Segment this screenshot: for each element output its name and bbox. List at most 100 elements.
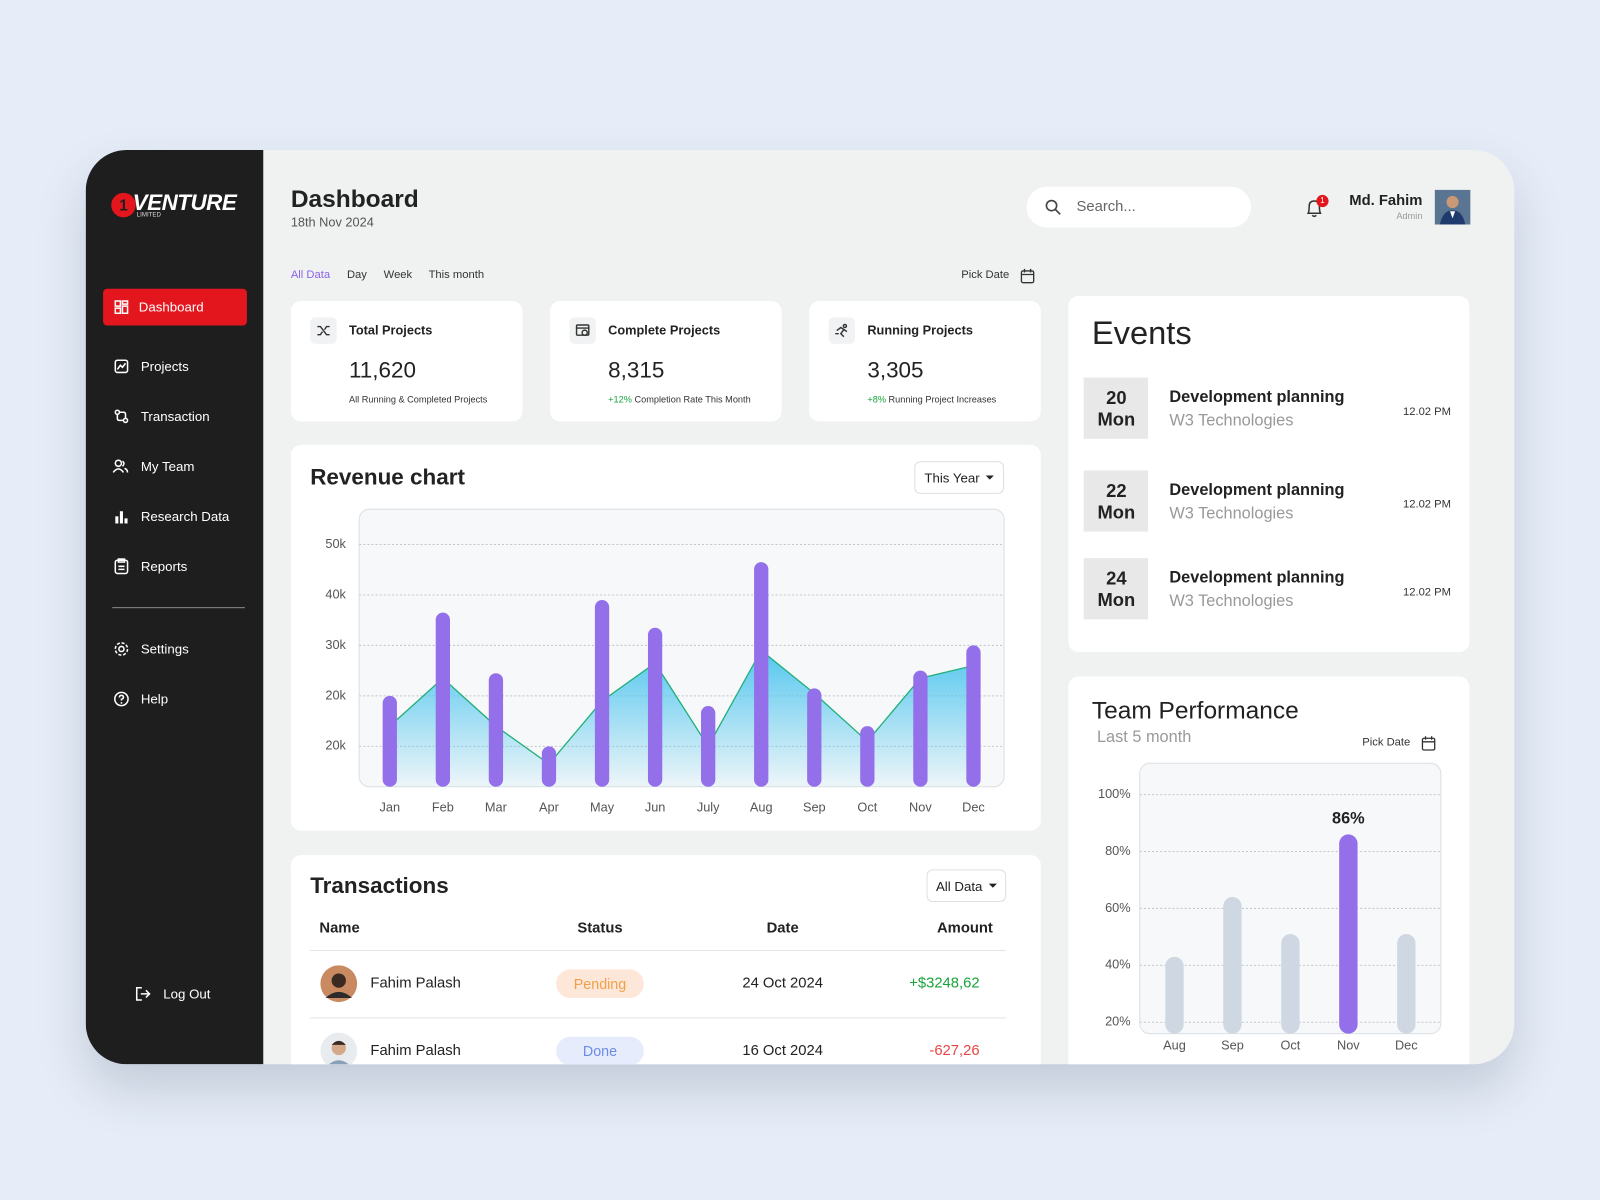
row-divider [310,949,1007,952]
icon-dashboard [114,300,129,315]
icon-transaction [114,409,129,424]
menu-item[interactable]: Transaction [140,408,210,424]
transaction-amount: +$3248,62 [909,975,980,992]
icon-research [115,511,128,524]
x-tick-label: Sep [1221,1037,1244,1052]
row-divider [310,1017,1007,1019]
bar [754,562,769,787]
stat-card: Total Projects 11,620 All Running & Comp… [290,301,523,422]
pick-date[interactable]: Pick Date [1362,736,1411,749]
period-dropdown[interactable]: This Year [914,461,1005,494]
user-avatar[interactable] [1434,189,1471,225]
bar [1165,956,1184,1034]
event-date-box [1083,377,1148,439]
x-tick-label: Jan [380,800,401,815]
filter-tab[interactable]: Day [346,268,367,282]
page-title: Dashboard [290,185,419,214]
status-pill: Done [556,1036,644,1065]
icon-calendar[interactable] [1020,268,1035,284]
menu-item[interactable]: Settings [140,641,189,657]
team-card: Team Performance Last 5 month Pick Date … [1068,676,1470,1065]
icon-calendar[interactable] [1421,736,1436,751]
bar [1397,934,1416,1034]
logo-number: 1 [119,197,128,215]
x-tick-label: Aug [750,800,773,815]
filter-tab[interactable]: All Data [290,268,331,282]
bar [488,673,504,787]
x-tick-label: Nov [909,800,932,815]
x-tick-label: Jun [645,800,666,815]
stat-change: +12% [608,394,632,405]
transaction-date: 24 Oct 2024 [742,975,823,992]
event-company: W3 Technologies [1169,505,1294,523]
stat-change: +8% [867,394,886,405]
event-day: 20 [1106,387,1127,409]
icon-settings [114,642,129,656]
bar [541,746,557,787]
avatar [320,1032,358,1065]
menu-item[interactable]: Projects [140,358,189,374]
event-weekday: Mon [1097,502,1136,523]
sidebar: 1 VENTURE LIMITED Dashboard Projects Tra… [85,149,264,1065]
stat-card: Running Projects 3,305 +8% Running Proje… [809,301,1041,422]
x-tick-label: Dec [1395,1037,1418,1052]
event-weekday: Mon [1097,589,1136,611]
icon-logout [135,986,151,1001]
column-header: Name [319,920,360,937]
icon-bell[interactable] [1305,198,1323,218]
stat-note-row: +8% Running Project Increases [867,395,996,404]
revenue-card: Revenue chart This Year 50k 40k 30k 20k 20k J… [290,444,1041,831]
team-title: Team Performance [1091,696,1299,725]
stat-value: 3,305 [867,357,924,383]
event-weekday: Mon [1097,409,1136,430]
user-role: Admin [1396,210,1423,221]
event-time: 12.02 PM [1402,405,1452,418]
menu-item[interactable]: Help [140,691,169,707]
bar [382,695,397,787]
chart-title: Revenue chart [310,464,465,490]
search-box[interactable] [1026,186,1252,228]
column-header: Status [577,920,623,937]
filter-label: All Data [935,878,983,894]
logout-button[interactable]: Log Out [163,986,211,1002]
bar [647,627,663,787]
stat-value: 11,620 [348,357,416,383]
caret [988,883,997,888]
bar [913,670,928,787]
menu-item[interactable]: Dashboard [138,299,204,315]
icon-reports [114,558,129,575]
y-tick-label: 40k [325,586,346,601]
x-tick-label: July [697,800,720,815]
y-tick-label: 20k [325,687,346,702]
x-tick-label: Oct [1280,1037,1300,1052]
x-tick-label: Mar [485,800,508,815]
y-tick-label: 100% [1098,786,1131,801]
filter-dropdown[interactable]: All Data [926,869,1007,903]
stat-value: 8,315 [608,357,665,383]
menu-item[interactable]: Reports [140,558,188,574]
value-label: 86% [1332,809,1365,827]
transactions-card: Transactions All Data Name Status Date A… [290,855,1041,1065]
event-time: 12.02 PM [1402,586,1452,599]
avatar [320,965,358,1003]
pick-date[interactable]: Pick Date [961,268,1010,282]
event-title: Development planning [1169,569,1345,587]
bar [807,688,822,787]
stat-title: Total Projects [348,323,433,338]
bar [594,600,610,787]
period-label: This Year [924,469,980,486]
event-date-box [1083,558,1148,620]
logo-subtext: LIMITED [136,212,161,219]
menu-item[interactable]: Research Data [140,508,230,524]
y-tick-label: 20k [325,738,346,753]
filter-tab[interactable]: Week [383,268,413,282]
icon-search [1045,199,1061,215]
filter-tab[interactable]: This month [428,268,485,282]
event-time: 12.02 PM [1402,498,1452,511]
bar [966,645,981,787]
transaction-name: Fahim Palash [370,975,461,992]
event-company: W3 Technologies [1169,592,1294,611]
menu-item[interactable]: My Team [140,458,195,474]
